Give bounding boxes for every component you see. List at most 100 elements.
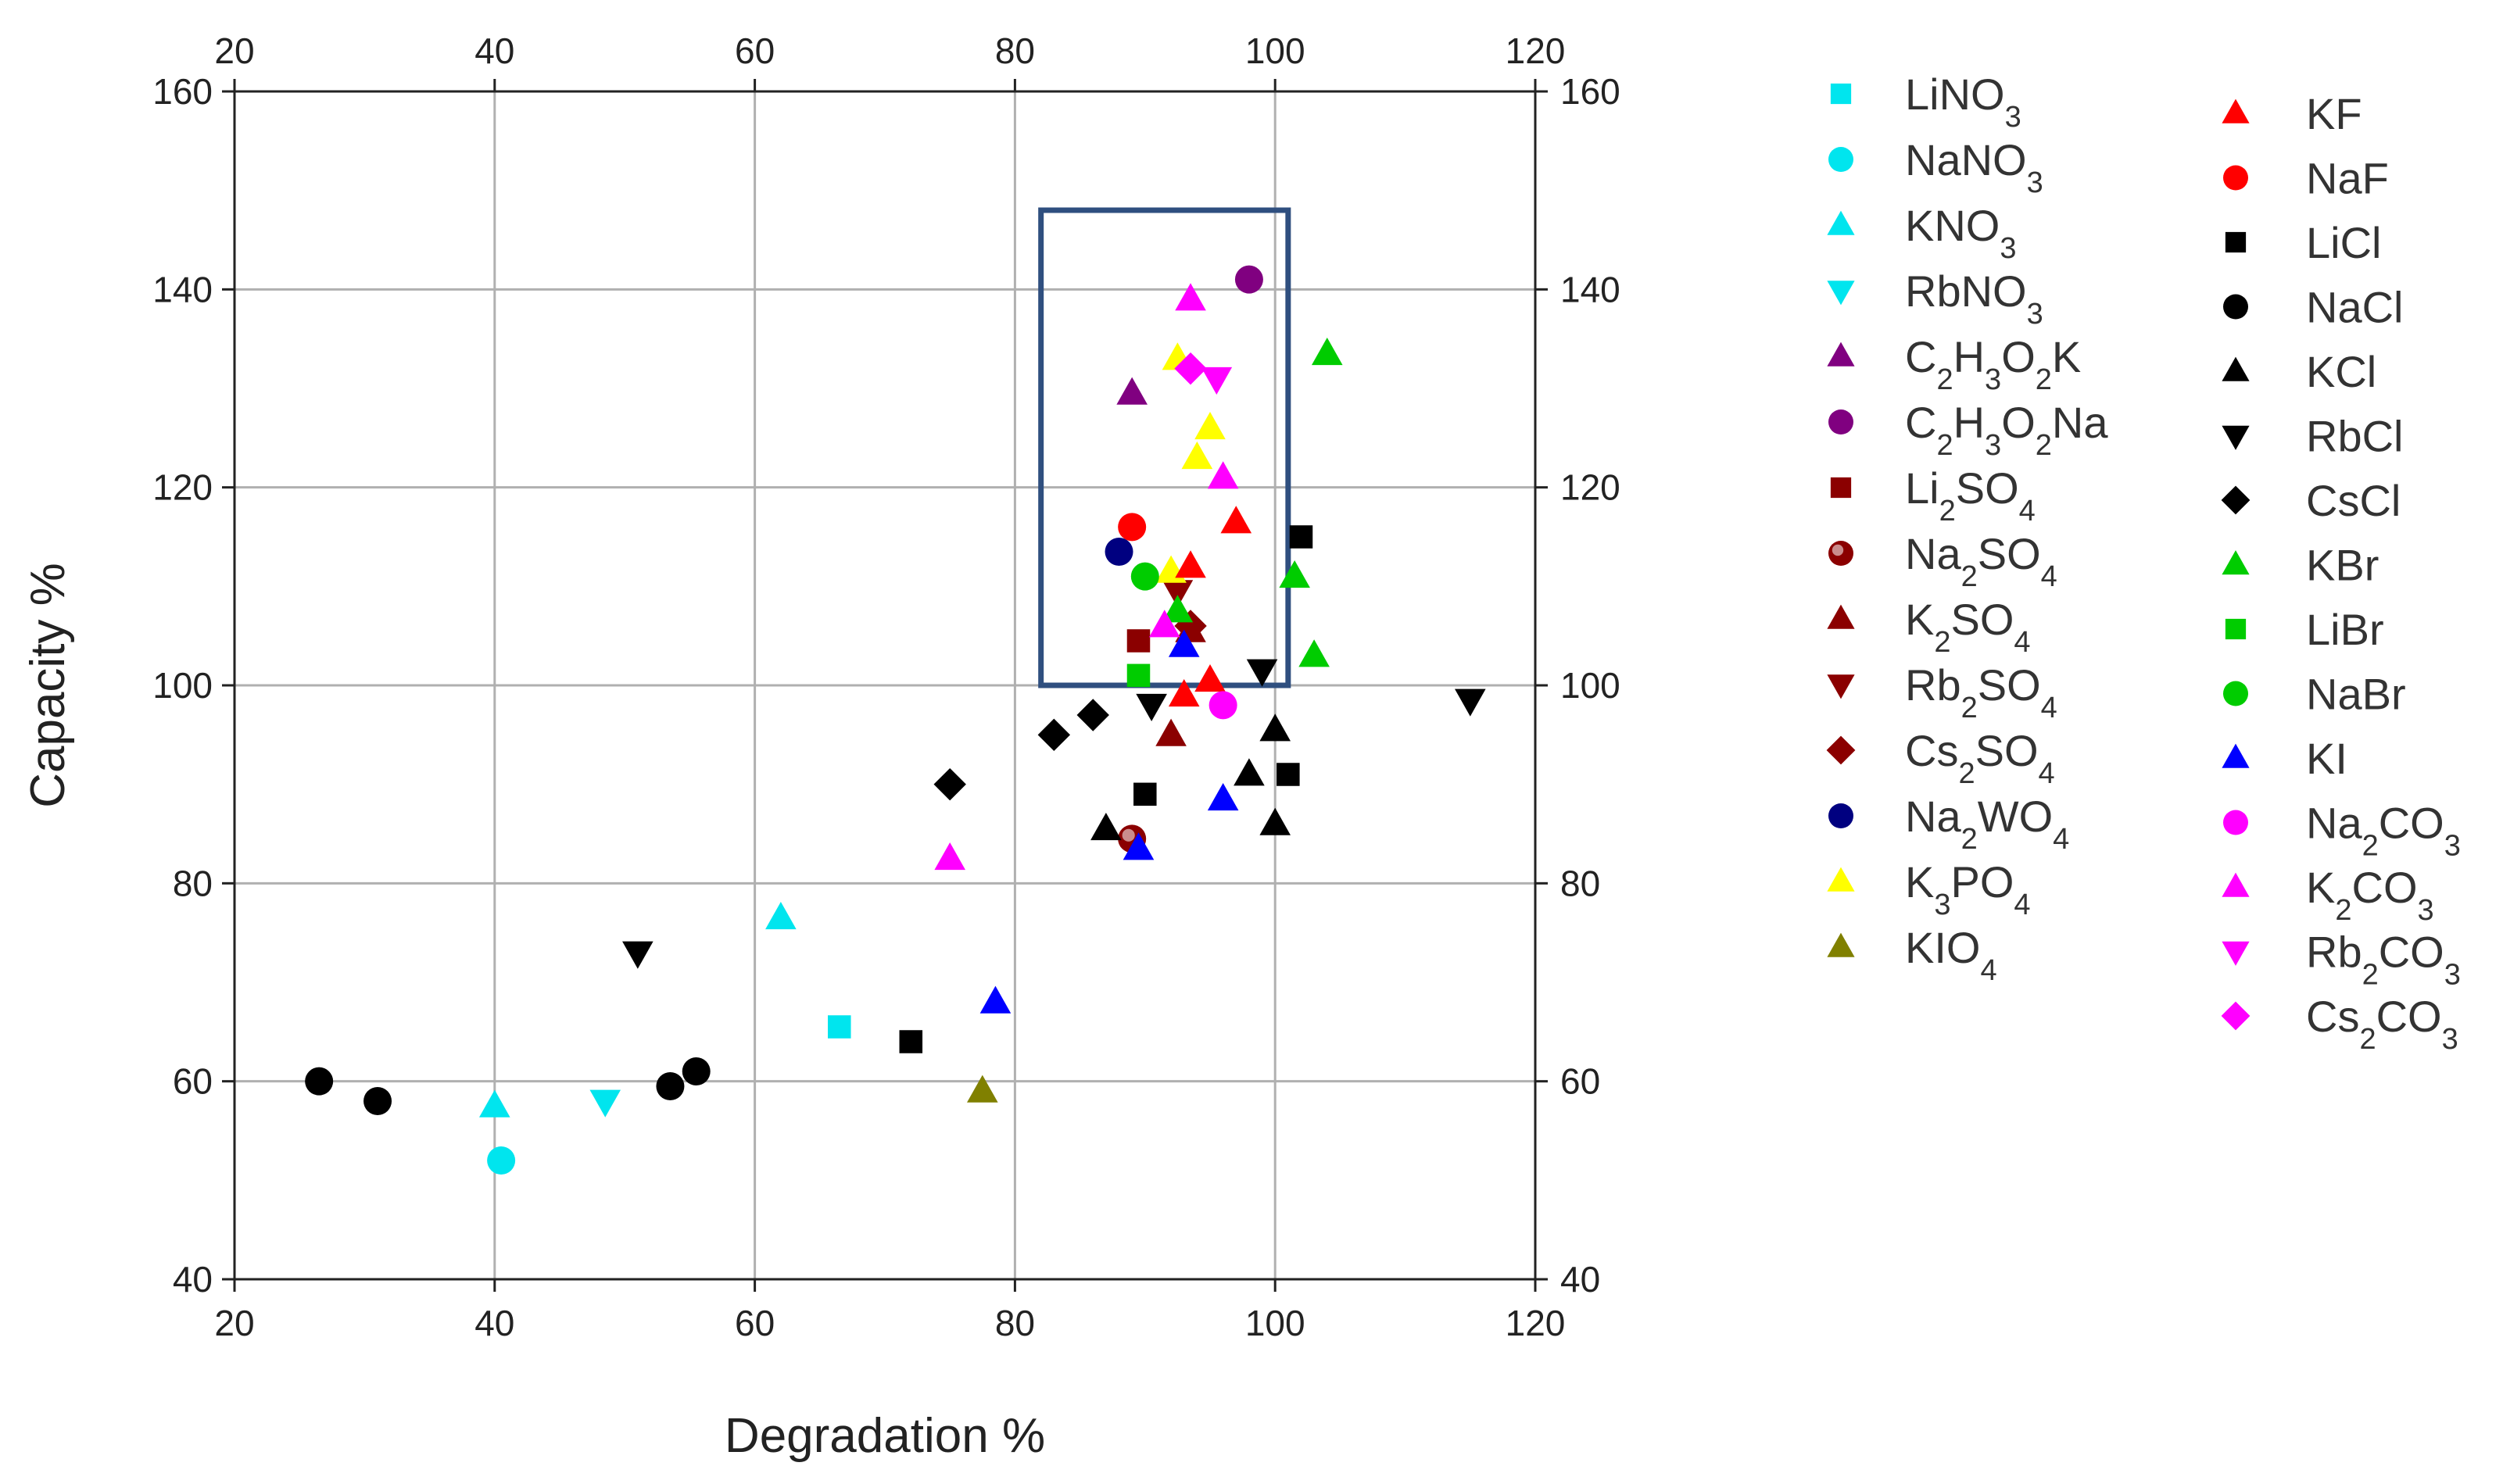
legend-label-na2wo4: Na2WO4 xyxy=(1905,792,2069,856)
data-point-na2wo4 xyxy=(1105,538,1133,566)
legend-label-nano3: NaNO3 xyxy=(1905,135,2043,199)
legend-label-k2so4: K2SO4 xyxy=(1905,595,2031,659)
legend-entry-c2h3o2na: C2H3O2Na xyxy=(1828,398,2108,462)
legend-label-rbcl: RbCl xyxy=(2306,412,2403,461)
legend-entry-rbcl: RbCl xyxy=(2222,412,2403,461)
legend-label-part: H xyxy=(1953,398,1985,447)
legend-label-ki: KI xyxy=(2306,734,2347,783)
data-points xyxy=(305,265,1486,1175)
legend-marker-rb2so4 xyxy=(1827,674,1855,699)
data-point-kbr xyxy=(1298,639,1330,667)
legend-label-kio4: KIO4 xyxy=(1905,923,1997,987)
legend-entry-rbno3: RbNO3 xyxy=(1827,266,2043,331)
legend-entry-na2so4: Na2SO4 xyxy=(1828,529,2057,593)
data-point-rbno3 xyxy=(589,1089,621,1117)
data-point-cscl xyxy=(933,767,966,801)
legend-label-part: LiCl xyxy=(2306,218,2381,267)
legend-label-c2h3o2k: C2H3O2K xyxy=(1905,332,2081,396)
y-tick-label-right: 80 xyxy=(1560,863,1600,903)
legend-label-part: KIO xyxy=(1905,923,1980,972)
data-point-k2co3 xyxy=(1175,283,1206,311)
data-point-rb2co3 xyxy=(1201,367,1233,395)
legend-label-part: KNO xyxy=(1905,201,2000,250)
legend-label-cs2so4: Cs2SO4 xyxy=(1905,726,2055,790)
legend-entry-nabr: NaBr xyxy=(2223,670,2406,719)
data-point-kno3 xyxy=(765,901,797,930)
legend-marker-ki xyxy=(2222,743,2250,768)
y-axis-label: Capacity % xyxy=(21,563,75,808)
data-point-k2so4 xyxy=(1155,718,1187,746)
data-point-ki xyxy=(1207,782,1239,811)
data-point-k2co3 xyxy=(1148,610,1180,638)
y-tick-label-left: 160 xyxy=(152,71,213,112)
legend-label-part: 2 xyxy=(1939,495,1956,527)
legend-label-part: 3 xyxy=(2442,1023,2458,1056)
legend-marker-na2so4 xyxy=(1828,541,1853,566)
legend-label-part: K xyxy=(1905,595,1934,644)
legend-entry-kio4: KIO4 xyxy=(1827,923,1997,987)
legend-entry-na2wo4: Na2WO4 xyxy=(1828,792,2069,856)
legend-label-part: CO xyxy=(2352,863,2418,912)
legend-marker-nano3 xyxy=(1828,147,1853,172)
data-point-licl xyxy=(899,1030,923,1053)
legend-label-nabr: NaBr xyxy=(2306,670,2406,719)
legend-label-part: 3 xyxy=(1985,429,2001,462)
legend-label-part: CO xyxy=(2379,799,2444,848)
legend-entry-naf: NaF xyxy=(2223,154,2389,203)
data-point-k2co3 xyxy=(1207,461,1239,489)
y-tick-label-left: 60 xyxy=(173,1061,213,1102)
legend-label-part: SO xyxy=(1956,463,2019,513)
legend-entry-cs2so4: Cs2SO4 xyxy=(1826,726,2055,790)
legend-entry-nano3: NaNO3 xyxy=(1828,135,2043,199)
legend-marker-li2so4 xyxy=(1830,477,1852,499)
legend-label-part: 3 xyxy=(2418,894,2434,927)
legend-entry-kf: KF xyxy=(2222,89,2362,138)
legend-label-part: Rb xyxy=(2306,928,2362,977)
legend-marker-na2so4-shine xyxy=(1832,544,1844,556)
legend-label-part: O xyxy=(2001,332,2036,381)
data-point-ki xyxy=(1168,629,1200,657)
legend-label-part: 2 xyxy=(1961,823,1978,856)
legend-label-part: 3 xyxy=(1934,889,1950,921)
data-point-ki xyxy=(979,985,1012,1014)
legend-label-part: 2 xyxy=(1936,363,1953,396)
legend-label-rb2so4: Rb2SO4 xyxy=(1905,660,2057,724)
data-point-nacl xyxy=(363,1087,392,1115)
legend-label-rbno3: RbNO3 xyxy=(1905,266,2043,331)
y-tick-label-right: 140 xyxy=(1560,269,1620,309)
legend-entry-kbr: KBr xyxy=(2222,541,2379,590)
data-point-cscl xyxy=(1037,718,1071,752)
x-tick-label-bottom: 40 xyxy=(474,1303,514,1343)
legend-marker-cscl xyxy=(2221,485,2251,515)
x-tick-label-bottom: 60 xyxy=(735,1303,775,1343)
legend-label-li2so4: Li2SO4 xyxy=(1905,463,2036,527)
legend-label-kbr: KBr xyxy=(2306,541,2379,590)
data-point-licl xyxy=(1133,782,1157,806)
y-tick-label-left: 80 xyxy=(173,863,213,903)
legend-label-part: SO xyxy=(1978,660,2041,710)
legend-label-part: 4 xyxy=(2014,889,2030,921)
legend-label-part: 2 xyxy=(1934,626,1950,659)
legend-entry-kcl: KCl xyxy=(2222,347,2376,396)
legend-label-k3po4: K3PO4 xyxy=(1905,857,2031,921)
data-point-kcl xyxy=(1234,758,1265,786)
legend-marker-rbcl xyxy=(2222,425,2250,450)
legend-entry-c2h3o2k: C2H3O2K xyxy=(1827,332,2081,396)
legend-label-part: SO xyxy=(1978,529,2041,578)
legend-label-part: 3 xyxy=(2444,830,2461,863)
legend-label-cs2co3: Cs2CO3 xyxy=(2306,992,2458,1056)
data-point-licl xyxy=(1289,525,1313,549)
highlight-box-layer xyxy=(1038,207,1291,688)
data-point-kf xyxy=(1220,506,1252,534)
x-tick-label-bottom: 80 xyxy=(995,1303,1035,1343)
data-point-kcl xyxy=(1259,807,1291,835)
legend-label-part: 3 xyxy=(2005,101,2021,134)
x-axis-label: Degradation % xyxy=(725,1409,1045,1463)
legend-marker-rbno3 xyxy=(1827,281,1855,306)
legend-entry-cscl: CsCl xyxy=(2221,476,2401,525)
legend-label-part: NaBr xyxy=(2306,670,2406,719)
x-tick-label-bottom: 100 xyxy=(1245,1303,1305,1343)
legend-label-part: CO xyxy=(2379,928,2444,977)
legend-marker-k2so4 xyxy=(1827,604,1855,629)
